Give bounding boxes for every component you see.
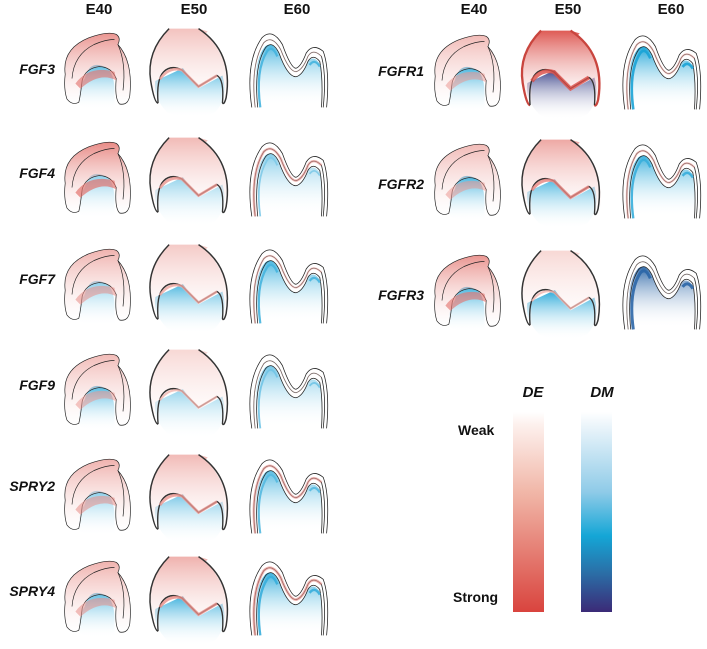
legend-title-de: DE — [522, 384, 544, 401]
gene-label-spry2: SPRY2 — [9, 478, 55, 494]
gene-label-fgf3: FGF3 — [19, 61, 55, 77]
gene-label-spry4: SPRY4 — [9, 583, 55, 599]
diagram-spry4-e40 — [55, 552, 140, 644]
diagram-spry4-e50 — [140, 552, 235, 646]
diagram-fgf7-e50 — [140, 240, 235, 334]
diagram-fgfr2-e40 — [425, 135, 510, 227]
gene-label-fgfr1: FGFR1 — [378, 63, 424, 79]
column-header-e60-left: E60 — [283, 1, 311, 18]
diagram-spry4-e60 — [245, 552, 330, 644]
diagram-spry2-e50 — [140, 450, 235, 544]
legend-strong-label: Strong — [453, 589, 499, 605]
diagram-fgfr1-e50 — [512, 26, 607, 120]
column-header-e40-right: E40 — [460, 1, 488, 18]
column-header-e50-left: E50 — [180, 1, 208, 18]
diagram-fgf3-e40 — [55, 24, 140, 116]
diagram-fgfr1-e60 — [618, 26, 703, 118]
gene-label-fgf9: FGF9 — [19, 377, 55, 393]
diagram-fgfr2-e50 — [512, 135, 607, 229]
diagram-fgf4-e60 — [245, 133, 330, 225]
gene-label-fgf4: FGF4 — [19, 165, 55, 181]
legend-bar-dm — [581, 412, 612, 612]
column-header-e60-right: E60 — [657, 1, 685, 18]
diagram-fgf7-e40 — [55, 240, 140, 332]
gene-label-fgfr3: FGFR3 — [378, 287, 424, 303]
diagram-fgfr3-e60 — [618, 246, 703, 338]
legend-weak-label: Weak — [458, 422, 495, 438]
column-header-e40-left: E40 — [85, 1, 113, 18]
gene-label-fgfr2: FGFR2 — [378, 176, 424, 192]
legend-bar-de — [513, 412, 544, 612]
diagram-fgfr3-e50 — [512, 246, 607, 340]
diagram-fgf7-e60 — [245, 240, 330, 332]
gene-label-fgf7: FGF7 — [19, 271, 55, 287]
diagram-fgfr2-e60 — [618, 135, 703, 227]
diagram-fgf9-e40 — [55, 345, 140, 437]
diagram-fgf9-e50 — [140, 345, 235, 439]
diagram-fgf3-e50 — [140, 24, 235, 118]
diagram-spry2-e40 — [55, 450, 140, 542]
diagram-fgfr3-e40 — [425, 246, 510, 338]
column-header-e50-right: E50 — [554, 1, 582, 18]
diagram-spry2-e60 — [245, 450, 330, 542]
diagram-fgf9-e60 — [245, 345, 330, 437]
diagram-fgf3-e60 — [245, 24, 330, 116]
diagram-fgfr1-e40 — [425, 26, 510, 118]
diagram-fgf4-e50 — [140, 133, 235, 227]
legend-title-dm: DM — [590, 384, 614, 401]
diagram-fgf4-e40 — [55, 133, 140, 225]
